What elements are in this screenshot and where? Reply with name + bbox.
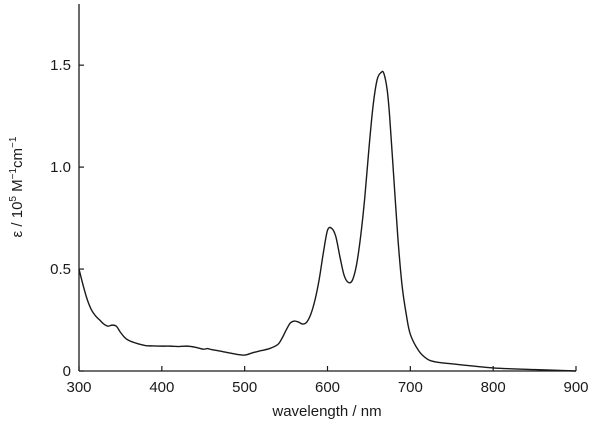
y-axis-title-exp3: −1 — [8, 136, 19, 148]
x-tick-label: 800 — [481, 379, 506, 396]
y-axis-title-exp1: 5 — [8, 196, 19, 202]
y-axis-title-exp2: −1 — [8, 168, 19, 180]
x-tick-label: 500 — [232, 379, 257, 396]
y-ticks: 0 0.5 1.0 1.5 — [50, 57, 84, 380]
x-tick-label: 600 — [315, 379, 340, 396]
y-axis-title-mid2: cm — [9, 148, 26, 168]
y-tick-label: 1.5 — [50, 57, 71, 74]
series-layer — [78, 70, 577, 372]
y-axis-title-prefix: ε / 10 — [9, 202, 26, 238]
y-tick-label: 1.0 — [50, 159, 71, 176]
absorption-series-line — [78, 70, 577, 372]
x-axis-title: wavelength / nm — [271, 403, 381, 420]
axes — [78, 4, 576, 372]
y-tick-label: 0 — [63, 363, 71, 380]
x-tick-label: 400 — [149, 379, 174, 396]
x-ticks: 300 400 500 600 700 800 900 — [66, 366, 589, 396]
x-tick-label: 900 — [563, 379, 588, 396]
x-tick-label: 300 — [66, 379, 91, 396]
x-tick-label: 700 — [398, 379, 423, 396]
y-axis-title: ε / 105 M−1cm−1 — [8, 136, 26, 237]
y-axis-title-mid1: M — [9, 179, 26, 196]
y-tick-label: 0.5 — [50, 261, 71, 278]
